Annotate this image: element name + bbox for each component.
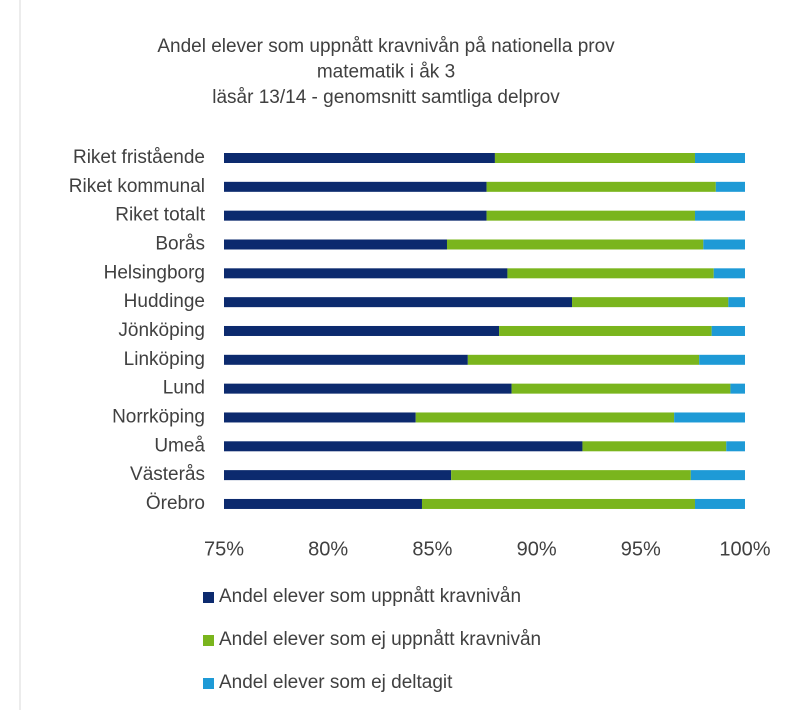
x-tick-label: 90% [517,538,557,560]
bar-segment [499,325,712,336]
bar-segment [703,239,745,250]
x-tick-label: 85% [412,538,452,560]
bar-segment [224,354,468,365]
bar-segment [421,498,695,509]
y-tick-label: Huddinge [124,291,205,312]
bar-segment [690,470,745,481]
bar-segment [728,297,745,308]
y-tick-label: Riket kommunal [69,176,205,197]
legend-label: Andel elever som ej deltagit [219,672,453,693]
bar-segment [486,210,695,221]
legend-label: Andel elever som uppnått kravnivån [219,586,521,607]
x-tick-label: 75% [204,538,244,560]
bar-segment [224,441,583,452]
x-tick-label: 100% [719,538,770,560]
bar-segment [224,210,487,221]
bar-segment [415,412,675,423]
bar-segment [694,153,745,163]
legend-swatch [203,592,214,603]
bar-segment [715,181,745,192]
bar-segment [224,297,573,308]
y-tick-label: Umeå [154,435,205,456]
bar-segment [711,325,745,336]
bar-segment [699,354,745,365]
legend-swatch [203,678,214,689]
y-tick-label: Helsingborg [104,262,205,283]
y-tick-label: Västerås [130,464,205,485]
chart-title: Andel elever som uppnått kravnivån på na… [157,36,615,57]
bar-segment [494,153,695,163]
bar-segment [224,268,508,279]
chart-title: matematik i åk 3 [317,62,455,83]
legend-swatch [203,635,214,646]
bar-segment [224,383,512,394]
y-tick-label: Riket totalt [115,205,205,226]
x-tick-label: 95% [621,538,661,560]
y-tick-label: Norrköping [112,406,205,427]
y-tick-label: Borås [155,234,205,255]
bar-segment [507,268,714,279]
legend-label: Andel elever som ej uppnått kravnivån [219,629,541,650]
bar-segment [224,412,416,423]
x-tick-label: 80% [308,538,348,560]
bar-segment [511,383,731,394]
bar-segment [486,181,716,192]
bar-segment [224,181,487,192]
bar-segment [694,210,745,221]
bar-segment [224,239,447,250]
bar-segment [582,441,727,452]
bar-segment [451,470,691,481]
bar-segment [713,268,745,279]
y-tick-label: Örebro [146,493,205,514]
bar-segment [674,412,745,423]
bar-segment [730,383,745,394]
bar-segment [446,239,704,250]
y-tick-label: Linköping [124,349,205,370]
bar-segment [224,153,495,163]
bar-segment [572,297,729,308]
chart-title: läsår 13/14 - genomsnitt samtliga delpro… [212,87,560,108]
y-tick-label: Jönköping [118,320,205,341]
bar-segment [224,470,452,481]
y-tick-label: Riket fristående [73,147,205,168]
bar-segment [467,354,700,365]
bar-segment [694,498,745,509]
y-tick-label: Lund [163,378,205,399]
bar-segment [726,441,745,452]
bar-segment [224,498,422,509]
bar-segment [224,325,500,336]
